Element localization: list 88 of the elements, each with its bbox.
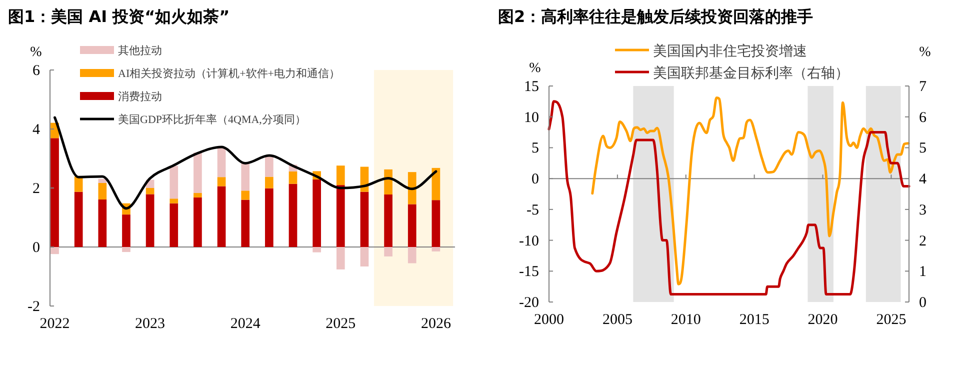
y-tick-label: 4	[32, 122, 40, 138]
x-tick-label: 2015	[739, 312, 770, 328]
chart-title: 图1：美国 AI 投资“如火如荼”	[8, 7, 230, 26]
x-tick-label: 2000	[534, 312, 564, 328]
bar	[98, 178, 107, 183]
bar	[194, 152, 202, 194]
x-tick-label: 2005	[602, 312, 632, 328]
bar	[265, 188, 274, 247]
y2-axis-title: %	[919, 45, 932, 60]
bar	[122, 214, 130, 247]
y-tick-label: -20	[519, 295, 539, 311]
legend-label: 其他拉动	[118, 44, 162, 58]
bar	[170, 166, 178, 199]
bar	[360, 247, 369, 266]
x-tick-label: 2010	[670, 312, 701, 328]
legend-label: 美国国内非住宅投资增速	[653, 43, 807, 60]
y-tick-label: 0	[32, 240, 40, 256]
bar	[241, 200, 250, 247]
x-tick-label: 2025	[326, 316, 356, 332]
bar	[408, 172, 416, 204]
bar	[170, 198, 178, 204]
bar	[194, 197, 202, 247]
bar	[265, 156, 274, 177]
bar	[432, 200, 440, 247]
bar	[241, 163, 250, 191]
bar	[217, 186, 226, 247]
y-tick-label: -15	[519, 264, 539, 280]
bar	[146, 194, 154, 247]
chart-title: 图2：高利率往往是触发后续投资回落的推手	[498, 7, 814, 26]
x-tick-label: 2026	[420, 316, 452, 332]
y2-tick-label: 3	[919, 202, 926, 218]
bar	[384, 194, 392, 247]
bar	[241, 190, 250, 200]
bar	[122, 247, 130, 252]
line-series	[548, 100, 910, 296]
y-tick-label: 0	[532, 172, 539, 188]
x-tick-label: 2023	[135, 316, 166, 332]
legend-label: 美国GDP环比折年率（4QMA,分项同）	[118, 113, 306, 126]
bar	[170, 203, 178, 247]
x-tick-label: 2020	[808, 312, 838, 328]
bar	[217, 146, 226, 178]
x-tick-label: 2022	[40, 316, 70, 332]
bar	[384, 247, 392, 256]
bar	[98, 182, 107, 200]
y2-tick-label: 1	[919, 264, 926, 280]
y2-tick-label: 5	[919, 140, 926, 157]
y2-tick-label: 0	[919, 295, 926, 311]
bar	[74, 176, 83, 192]
bar	[288, 184, 298, 247]
bar	[408, 204, 416, 247]
legend-label: AI相关投资拉动（计算机+软件+电力和通信）	[118, 67, 340, 80]
bar	[50, 138, 59, 247]
y2-tick-label: 6	[919, 110, 927, 126]
y-tick-label: -10	[519, 233, 539, 250]
x-tick-label: 2025	[876, 312, 906, 328]
y-tick-label: 15	[524, 79, 539, 95]
bar	[336, 185, 345, 247]
y2-tick-label: 7	[919, 79, 927, 95]
bar	[74, 192, 83, 247]
bar	[50, 247, 59, 254]
y-axis-title: %	[30, 45, 42, 60]
bar	[336, 166, 345, 186]
bar	[265, 176, 274, 188]
bar	[408, 247, 416, 264]
bar	[98, 200, 107, 247]
bar	[217, 177, 226, 186]
legend-label: 美国联邦基金目标利率（右轴）	[653, 65, 849, 82]
y-tick-label: -5	[526, 202, 539, 218]
y2-tick-label: 2	[919, 233, 926, 250]
y-tick-label: -2	[28, 299, 40, 315]
bar	[336, 247, 345, 270]
x-tick-label: 2024	[230, 316, 261, 332]
bar	[312, 179, 321, 247]
y-tick-label: 10	[524, 110, 539, 126]
bar	[432, 168, 440, 200]
bar	[432, 247, 440, 252]
bar	[312, 247, 321, 252]
bar	[146, 188, 154, 194]
bar	[360, 192, 369, 247]
line-series	[591, 96, 910, 286]
y-axis-title: %	[529, 61, 542, 76]
bar	[288, 171, 298, 184]
y2-tick-label: 4	[919, 172, 927, 188]
y-tick-label: 2	[32, 181, 40, 197]
bar	[194, 193, 202, 198]
legend-label: 消费拉动	[118, 90, 162, 104]
y-tick-label: 6	[32, 63, 40, 79]
y-tick-label: 5	[532, 140, 539, 157]
